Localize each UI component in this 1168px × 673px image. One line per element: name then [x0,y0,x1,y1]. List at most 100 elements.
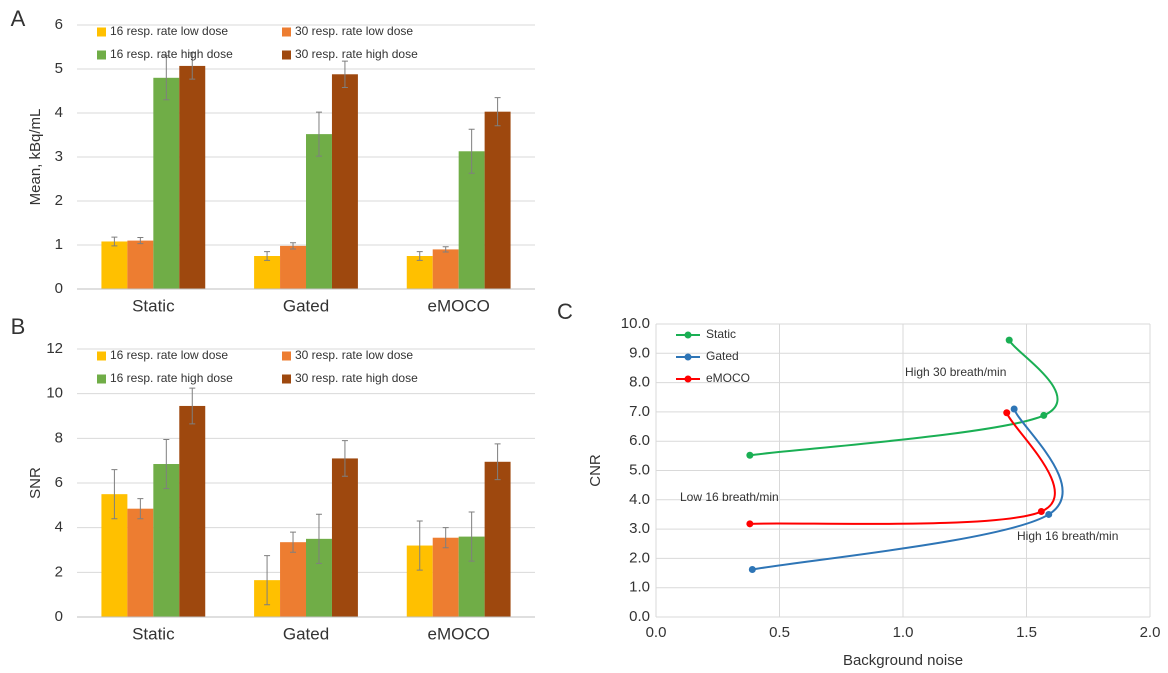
bar [153,464,180,617]
panel-label: C [557,299,573,324]
y-tick-label: 5 [55,60,63,77]
point [1037,508,1045,516]
bar [254,256,281,289]
y-tick-label: 2 [55,563,63,580]
bar [484,111,511,290]
legend-label: Gated [706,349,739,363]
bar [153,77,180,289]
y-tick-label: 4.0 [629,491,650,508]
error-bar [468,128,475,174]
bar [280,245,306,289]
annotation: High 30 breath/min [905,365,1006,379]
legend-label: 16 resp. rate low dose [110,24,228,38]
error-bar [416,520,423,571]
legend-swatch [97,351,106,361]
error-bar [111,236,118,247]
bar [458,151,485,289]
error-bar [137,237,144,245]
x-axis-label: Background noise [843,652,963,669]
error-bar [315,513,322,564]
y-tick-label: 0 [55,608,63,625]
y-tick-label: 1 [55,236,63,253]
y-axis-label: CNR [587,454,604,487]
x-tick-label: eMOCO [427,624,489,643]
y-tick-label: 3.0 [629,520,650,537]
bar [331,74,358,289]
error-bar [341,60,348,88]
legend-label: Static [706,327,736,341]
y-tick-label: 3 [55,148,63,165]
x-tick-label: Static [132,624,175,643]
legend-label: 30 resp. rate high dose [295,47,418,61]
x-tick-label: eMOCO [427,296,489,315]
error-bar [341,440,348,477]
series-line [752,408,1064,571]
y-tick-label: 10 [46,385,63,402]
legend-label: 30 resp. rate high dose [295,371,418,385]
error-bar [494,443,501,481]
error-bar [290,531,297,553]
point [746,451,754,459]
x-tick-label: Gated [283,296,329,315]
error-bar [189,52,196,80]
error-bar [264,555,271,606]
legend-label: 30 resp. rate low dose [295,348,413,362]
y-tick-label: 6 [55,474,63,491]
y-tick-label: 0.0 [629,608,650,625]
point [1010,405,1018,413]
y-tick-label: 2.0 [629,549,650,566]
legend-label: eMOCO [706,371,750,385]
y-tick-label: 8 [55,429,63,446]
error-bar [315,111,322,157]
y-tick-label: 2 [55,192,63,209]
y-axis-label: Mean, kBq/mL [27,109,44,206]
bar [331,458,358,617]
legend-label: 16 resp. rate high dose [110,371,233,385]
legend-marker [684,353,692,361]
legend-swatch [97,50,106,60]
series-line [749,412,1056,525]
error-bar [442,527,449,549]
x-tick-label: 1.5 [1016,624,1037,641]
point [746,520,754,528]
legend-marker [684,331,692,339]
legend-swatch [97,374,106,384]
error-bar [189,387,196,425]
bar [432,249,459,289]
legend-swatch [282,27,291,37]
y-tick-label: 4 [55,519,63,536]
legend-swatch [282,351,291,361]
series-line [749,339,1059,457]
panel-label: A [11,6,26,31]
bar [432,537,459,617]
y-tick-label: 7.0 [629,403,650,420]
y-tick-label: 4 [55,104,63,121]
bar [406,256,433,289]
error-bar [442,246,449,253]
error-bar [163,438,170,490]
x-tick-label: Gated [283,624,329,643]
x-tick-label: 2.0 [1140,624,1161,641]
point [1005,336,1013,344]
legend-swatch [282,50,291,60]
y-tick-label: 6.0 [629,432,650,449]
error-bar [468,511,475,562]
legend-swatch [282,374,291,384]
bar [127,240,154,289]
legend-label: 16 resp. rate high dose [110,47,233,61]
bar [280,542,306,617]
bar [306,134,332,289]
error-bar [494,97,501,127]
bar [179,65,206,289]
panel-label: B [11,314,26,339]
annotation: High 16 breath/min [1017,529,1118,543]
legend-swatch [97,27,106,37]
point [1003,409,1011,417]
x-tick-label: 0.0 [646,624,667,641]
y-tick-label: 10.0 [621,315,650,332]
y-tick-label: 0 [55,280,63,297]
error-bar [264,251,271,261]
y-axis-label: SNR [27,467,44,499]
legend-marker [684,375,692,383]
point [1045,510,1053,518]
